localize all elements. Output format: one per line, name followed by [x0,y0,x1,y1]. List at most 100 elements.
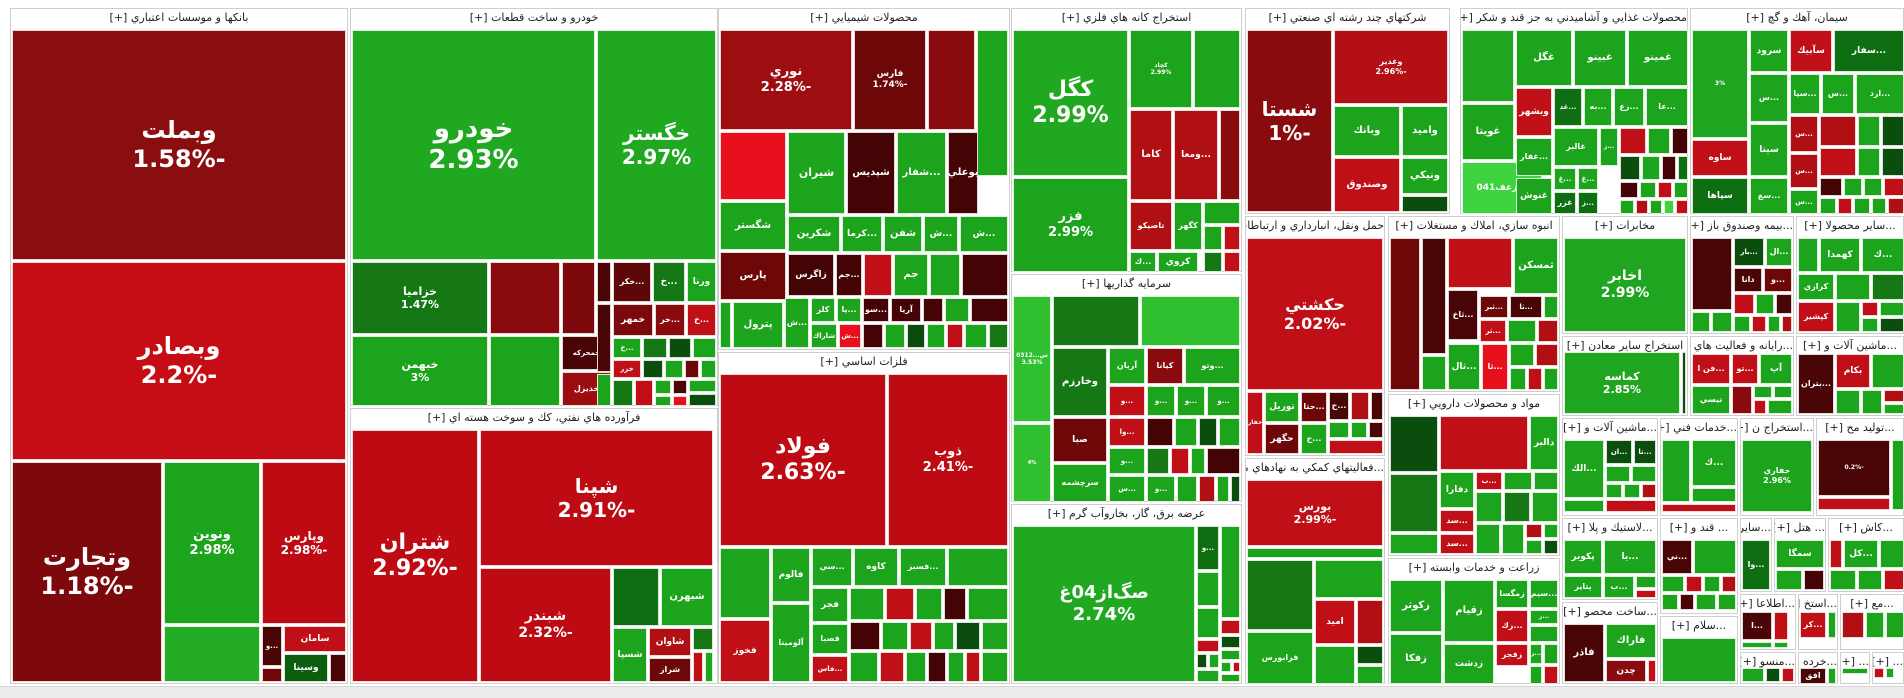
stock-tile[interactable] [1836,274,1870,300]
stock-tile[interactable] [673,396,687,406]
stock-tile[interactable] [720,548,770,618]
stock-tile[interactable] [1357,600,1383,644]
sector-header-islamic-instruments[interactable]: ...سلام [+] [1661,617,1737,636]
stock-tile[interactable] [1530,666,1542,684]
stock-tile[interactable] [490,262,560,334]
sector-header-hotels[interactable]: ... هتل [+] [1775,519,1825,538]
stock-tile[interactable] [1440,416,1528,470]
stock-tile[interactable] [1820,178,1842,196]
stock-tile-...ني[interactable]: ...ني [1662,540,1692,574]
stock-tile-دالبر[interactable]: دالبر [1530,416,1558,470]
stock-tile-آپ[interactable]: آپ [1760,354,1792,384]
stock-tile-...س[interactable]: ...س [1822,74,1854,114]
stock-tile[interactable] [1734,294,1754,314]
stock-tile[interactable] [1632,466,1656,482]
stock-tile[interactable] [850,652,878,682]
stock-tile-آريان[interactable]: آريان [1109,348,1145,384]
stock-tile-...شفار[interactable]: ...شفار [897,132,946,214]
stock-tile-...ك[interactable]: ...ك [1130,252,1156,272]
stock-tile[interactable] [1678,156,1688,180]
stock-tile[interactable] [910,622,932,650]
stock-tile[interactable] [1882,116,1904,146]
stock-tile-...عا[interactable]: ...عا [1646,88,1688,126]
sector-header-oil-drilling[interactable]: ...استخراج ن [+] [1741,419,1813,438]
sector-header-investments[interactable]: سرمايه گذاريها [+] [1012,275,1241,294]
stock-tile[interactable] [1756,294,1774,314]
stock-tile[interactable] [597,374,611,406]
stock-tile-...خ[interactable]: ...خ [613,338,641,358]
stock-tile-...و[interactable]: ...و [1147,476,1175,502]
stock-tile[interactable] [685,360,699,378]
stock-tile-ونوين[interactable]: ونوين 2.98% [164,462,260,624]
stock-tile[interactable] [1862,318,1878,332]
sector-header-misc-2[interactable]: ...مع [+] [1841,595,1903,614]
stock-tile-...و[interactable]: ...و [1109,386,1145,416]
stock-tile[interactable] [1842,612,1864,638]
stock-tile[interactable] [1204,226,1222,250]
stock-tile[interactable] [1640,182,1656,198]
stock-tile[interactable] [693,652,703,682]
stock-tile-...فاس[interactable]: ...فاس [812,656,848,682]
stock-tile-فاذر[interactable]: فاذر [1564,624,1604,682]
stock-tile-آريا[interactable]: آريا [891,298,921,322]
stock-tile[interactable] [1217,476,1229,502]
stock-tile[interactable] [947,324,963,348]
stock-tile[interactable] [1768,400,1792,414]
stock-tile-...ان[interactable]: ...ان [1606,440,1632,464]
stock-tile[interactable] [1880,540,1904,568]
sector-header-mining-2[interactable]: ...استخ [+] [1799,595,1837,614]
stock-tile[interactable] [1197,572,1219,606]
stock-tile-خمهر[interactable]: خمهر [613,304,653,336]
stock-tile-...س[interactable]: ...س [1790,154,1818,188]
stock-tile[interactable] [562,262,595,334]
stock-tile[interactable]: 3% [1692,30,1748,138]
stock-tile[interactable] [948,652,964,682]
stock-tile-...جم[interactable]: ...جم [836,254,862,296]
stock-tile-فرابورس[interactable]: فرابورس [1247,632,1313,684]
stock-tile[interactable] [1620,182,1638,198]
stock-tile[interactable] [1692,488,1736,502]
stock-tile[interactable] [1357,666,1383,684]
stock-tile-...سو[interactable]: ...سو [863,298,889,322]
stock-tile-وبانك[interactable]: وبانك [1334,106,1400,156]
stock-tile[interactable] [982,622,1008,650]
stock-tile-شبندر[interactable]: شبندر -2.32% [480,568,611,682]
stock-tile-وبصادر[interactable]: وبصادر -2.2% [12,262,346,460]
stock-tile-...غد[interactable]: ...غد [1554,88,1582,126]
stock-tile[interactable] [906,652,926,682]
stock-tile-...ح[interactable]: ...ح [1301,424,1327,454]
stock-tile[interactable] [262,668,282,682]
stock-tile[interactable] [1662,638,1736,682]
stock-tile-...ا[interactable]: ...ا [1742,612,1772,640]
stock-tile-...فسبز[interactable]: ...فسبز [900,548,946,586]
stock-tile[interactable] [1712,312,1732,332]
stock-tile[interactable] [1221,620,1240,634]
stock-tile[interactable] [850,622,880,650]
stock-tile[interactable] [1221,674,1240,682]
sector-header-rubber-plastics[interactable]: ...لاستيك و پلا [+] [1563,519,1657,538]
stock-tile-...و[interactable]: ...و [1207,386,1240,416]
stock-tile[interactable] [1526,524,1542,538]
stock-tile[interactable] [1672,128,1688,154]
stock-tile-فزر[interactable]: فزر 2.99% [1013,178,1128,272]
stock-tile-...ارد[interactable]: ...ارد [1856,74,1904,114]
sector-header-misc-3[interactable]: ... [+] [1841,653,1869,672]
stock-tile[interactable] [1888,198,1904,214]
stock-tile[interactable] [1219,418,1240,446]
stock-tile-...سد[interactable]: ...سد [1440,534,1474,554]
stock-tile[interactable] [1476,524,1500,554]
sector-header-conglomerates[interactable]: شرکتهاي چند رشته اي صنعتي [+] [1246,9,1449,28]
stock-tile[interactable] [1197,640,1219,652]
stock-tile[interactable] [1504,472,1532,490]
stock-tile-فالوم[interactable]: فالوم [772,548,810,602]
stock-tile-...ز[interactable]: ...ز [1530,610,1558,624]
stock-tile[interactable] [1818,498,1890,510]
stock-tile[interactable] [977,30,1008,176]
stock-tile-...و[interactable]: ...و [1177,386,1205,416]
stock-tile[interactable] [1782,668,1794,682]
stock-tile[interactable] [1636,200,1648,214]
stock-tile[interactable] [1390,416,1438,472]
stock-tile[interactable] [1191,448,1205,474]
stock-tile[interactable] [1197,654,1207,668]
stock-tile-چدن[interactable]: چدن [1606,660,1646,682]
